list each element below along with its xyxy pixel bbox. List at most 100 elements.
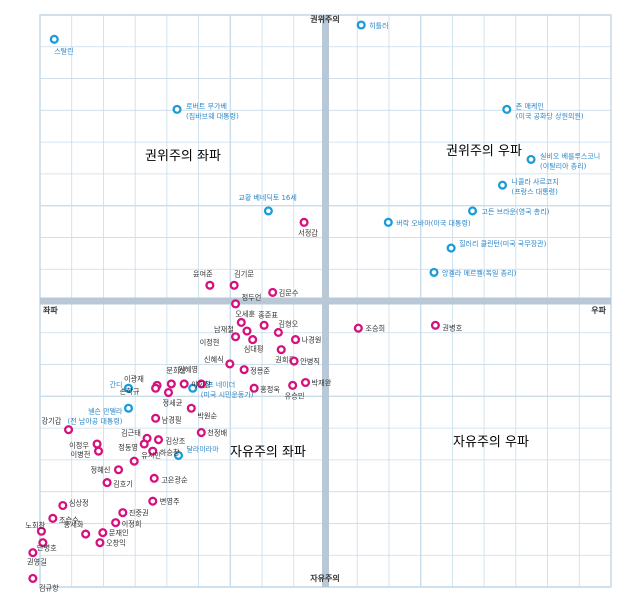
- data-point: [467, 206, 478, 216]
- point-label: 오세훈: [235, 309, 255, 318]
- point-label: 남재철: [214, 325, 234, 334]
- point-label: 안병직: [300, 357, 320, 366]
- point-label: 권병호: [442, 323, 462, 332]
- data-point: [259, 320, 269, 330]
- data-point: [163, 387, 174, 398]
- data-point: [356, 20, 366, 30]
- data-point: [118, 508, 128, 518]
- point-label: 고은광순: [161, 475, 188, 484]
- point-label: 로버트 무가베 (짐바브웨 대통령): [186, 101, 239, 120]
- point-label: 정세균: [162, 399, 182, 408]
- point-label: 노회찬: [25, 521, 45, 530]
- point-label: 원혜영: [178, 365, 198, 374]
- data-point: [153, 435, 164, 445]
- point-label: 존 매케인 (미국 공화당 상원의원): [516, 101, 584, 120]
- axis-labels: 권위주의 자유주의 좌파 우파: [43, 14, 607, 583]
- point-label: 김상조: [165, 437, 185, 446]
- data-point: [276, 345, 286, 355]
- data-point: [268, 287, 278, 297]
- point-label: 김근태: [121, 428, 141, 437]
- point-label: 박재완: [312, 379, 332, 388]
- data-point: [225, 359, 235, 369]
- data-point: [58, 500, 68, 511]
- data-point: [38, 538, 48, 548]
- data-point: [289, 356, 299, 366]
- data-point: [446, 243, 456, 253]
- point-label: 히틀러: [369, 21, 388, 30]
- data-point: [123, 383, 134, 393]
- data-point: [300, 377, 311, 388]
- quadrant-label-top-left: 권위주의 좌파: [145, 149, 221, 164]
- data-point: [288, 380, 298, 390]
- point-label: 니콜라 사르코지 (프랑스 대통령): [512, 177, 559, 196]
- data-point: [248, 335, 258, 345]
- data-point: [98, 528, 108, 538]
- point-label: 진중권: [129, 509, 149, 518]
- data-point: [151, 413, 161, 423]
- data-point: [231, 332, 241, 342]
- point-label: 유시민: [141, 451, 161, 460]
- point-label: 넬슨 만델라 (전 남아공 대통령): [68, 406, 124, 425]
- data-point: [430, 320, 440, 330]
- data-point: [236, 317, 246, 328]
- point-label: 나경원: [302, 336, 322, 345]
- quadrant-label-top-right: 권위주의 우파: [446, 144, 522, 159]
- quadrant-labels: 권위주의 좌파 권위주의 우파 자유주의 좌파 자유주의 우파: [145, 144, 529, 460]
- data-point: [242, 326, 252, 336]
- data-point: [49, 34, 59, 44]
- point-label: 조승수: [59, 515, 79, 524]
- point-label: 홍세화: [64, 520, 84, 529]
- point-label: 서정갑: [298, 228, 318, 237]
- data-point: [93, 446, 104, 456]
- point-label: 랠프 네이더 (미국 시민운동가): [201, 380, 254, 399]
- point-label: 이정희: [122, 520, 142, 529]
- point-label: 교황 베네딕토 16세: [238, 193, 296, 202]
- data-point: [429, 267, 439, 277]
- data-point: [188, 383, 198, 393]
- point-label: 윤여준: [193, 269, 213, 278]
- data-point: [149, 473, 159, 483]
- point-label: 이병천: [71, 450, 91, 459]
- axes: [40, 15, 611, 587]
- data-point: [148, 496, 158, 506]
- point-label: 남경필: [162, 415, 182, 424]
- point-label: 앙겔라 메르켈(독일 총리): [442, 268, 517, 277]
- data-point: [102, 478, 112, 488]
- point-label: 간디: [110, 380, 123, 389]
- data-point: [172, 104, 182, 114]
- axis-label-right: 우파: [591, 305, 606, 315]
- axis-label-left: 좌파: [43, 305, 58, 315]
- data-point: [148, 446, 158, 456]
- point-label: 홍준표: [258, 310, 278, 319]
- point-label: 박원순: [197, 411, 217, 420]
- point-label: 김규항: [39, 583, 59, 592]
- data-point: [196, 428, 206, 438]
- point-label: 이광재: [124, 374, 144, 383]
- data-point: [173, 450, 184, 460]
- point-label: 정동영: [118, 443, 138, 452]
- point-label: 권희룡: [275, 356, 295, 365]
- data-point: [64, 425, 74, 435]
- data-point: [526, 154, 536, 164]
- point-label: 조승희: [365, 324, 385, 333]
- point-label: 심대평: [244, 345, 264, 354]
- point-label: 하승창: [160, 448, 180, 457]
- point-label: 문재인: [109, 529, 129, 538]
- data-point: [383, 217, 393, 227]
- data-point: [497, 180, 508, 190]
- data-point: [231, 299, 241, 309]
- point-label: 홍정욱: [260, 385, 280, 394]
- data-point: [92, 439, 102, 449]
- point-label: 힐러리 클린턴(미국 국무장관): [459, 239, 546, 248]
- data-point: [129, 456, 139, 466]
- data-point: [28, 548, 38, 558]
- point-label: 천정배: [207, 429, 227, 438]
- point-label: 정두언: [242, 293, 262, 302]
- point-label: 이정우: [69, 441, 89, 450]
- data-point: [113, 465, 124, 475]
